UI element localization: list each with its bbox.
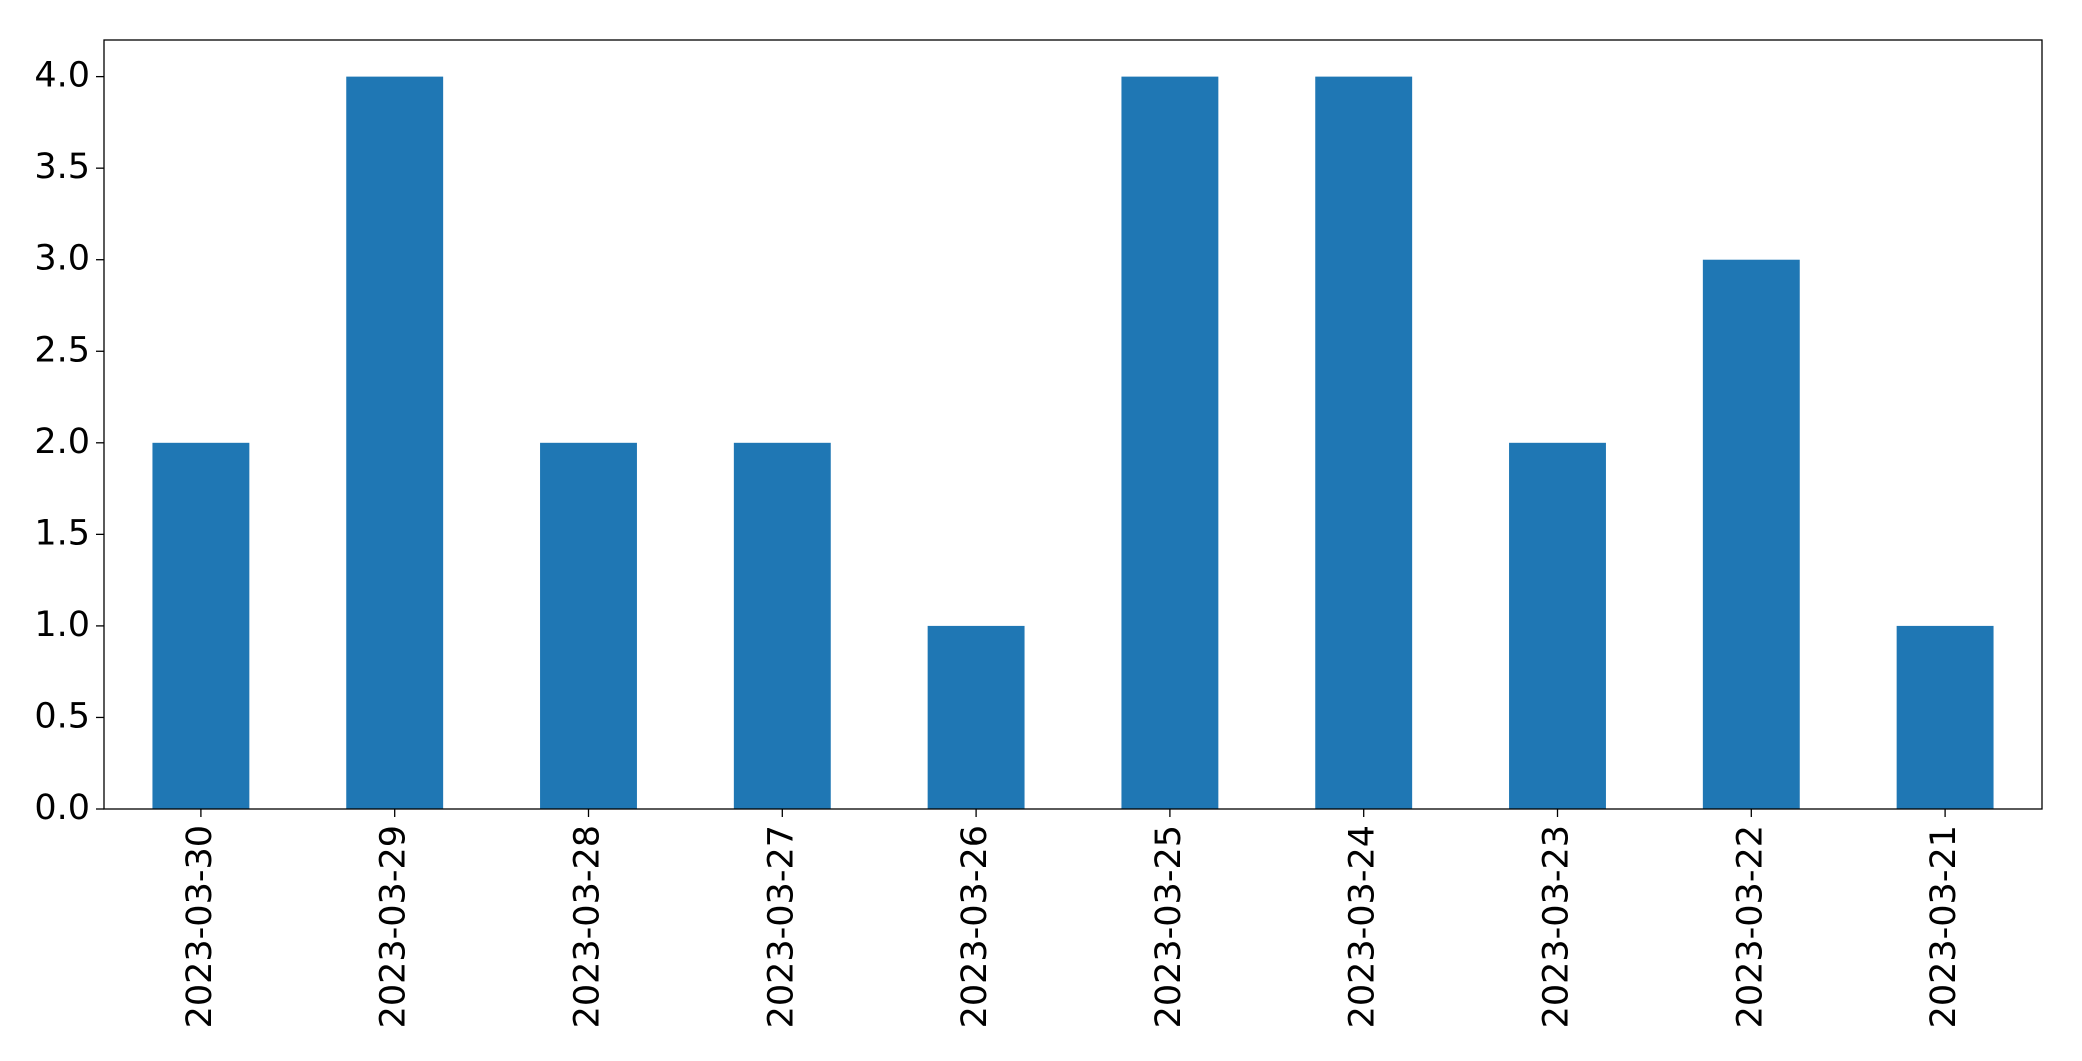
bar	[152, 442, 250, 809]
bar	[927, 625, 1025, 809]
x-tick-label: 2023-03-22	[1730, 825, 1770, 1028]
y-tick-label: 0.5	[34, 696, 90, 736]
bar	[1315, 76, 1413, 810]
x-tick-label: 2023-03-27	[761, 825, 801, 1028]
x-tick-label: 2023-03-21	[1924, 825, 1964, 1028]
axes-frame	[103, 39, 2043, 810]
y-tick-label: 2.0	[34, 422, 90, 462]
y-tick-label: 3.0	[34, 239, 90, 279]
x-tick-label: 2023-03-29	[374, 825, 414, 1028]
bar	[540, 442, 637, 809]
bar	[1896, 625, 1994, 809]
x-tick-label: 2023-03-30	[180, 825, 220, 1028]
bar	[1702, 259, 1800, 809]
y-tick-label: 4.0	[34, 56, 90, 96]
y-tick-label: 1.0	[34, 605, 90, 645]
x-tick-label: 2023-03-24	[1343, 825, 1383, 1028]
x-tick-label: 2023-03-25	[1149, 825, 1189, 1028]
bar	[1509, 442, 1606, 809]
x-tick-label: 2023-03-26	[955, 825, 995, 1028]
y-tick-label: 1.5	[34, 513, 90, 553]
y-tick-label: 0.0	[34, 788, 90, 828]
y-tick-label: 2.5	[34, 330, 90, 370]
x-tick-label: 2023-03-23	[1537, 825, 1577, 1028]
x-tick-label: 2023-03-28	[568, 825, 608, 1028]
bar	[733, 442, 831, 809]
y-tick-label: 3.5	[34, 147, 90, 187]
bar	[1121, 76, 1219, 810]
bar	[346, 76, 444, 810]
